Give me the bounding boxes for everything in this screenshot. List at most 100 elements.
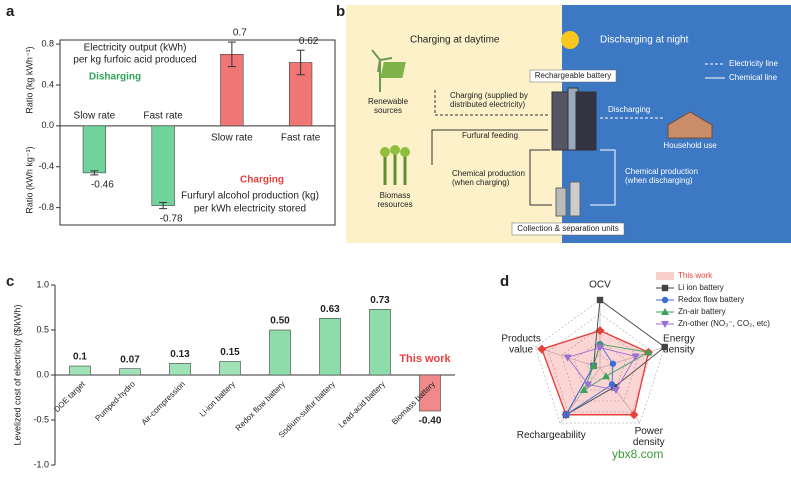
legend-marker [661, 308, 669, 315]
x-tick-label: Li-ion battery [198, 380, 237, 419]
label: Charging at daytime [410, 35, 500, 46]
legend-label: Li ion battery [678, 283, 724, 292]
bar [269, 329, 291, 376]
value-label: -0.40 [419, 416, 442, 427]
x-tick-label: Fast rate [281, 132, 321, 143]
grid-ring [547, 313, 653, 413]
label: Discharging at night [600, 35, 689, 46]
bar [219, 361, 241, 376]
label: Chemical line [729, 73, 778, 82]
series-shape [583, 343, 650, 392]
arrow [434, 90, 548, 116]
point [601, 372, 610, 380]
legend-label: This work [678, 271, 713, 280]
annotation: per kg furfoic acid produced [73, 55, 196, 66]
biomass-icon [380, 145, 410, 185]
bar [69, 365, 91, 376]
point [595, 326, 605, 336]
arrow [590, 149, 616, 206]
plot-frame [59, 39, 336, 226]
annotation: Charging [240, 175, 284, 186]
bar [82, 125, 107, 174]
point [661, 343, 668, 351]
legend-label: Zn-air battery [678, 307, 726, 316]
grid-ring [573, 340, 627, 391]
label: Renewable [368, 97, 409, 106]
x-tick-label: Slow rate [74, 110, 116, 121]
value-label: 0.15 [220, 347, 240, 358]
x-tick-label: Pumped-hydro [93, 379, 137, 423]
x-tick-label: Lead-acid battery [337, 380, 387, 430]
bar [119, 368, 141, 376]
label: Collection & separation units [517, 224, 618, 233]
legend-marker [661, 296, 669, 304]
label: Chemical production [452, 169, 525, 178]
x-tick-label: Sodium-sulfur battery [277, 380, 337, 440]
point [611, 387, 620, 395]
value-label: 0.7 [233, 28, 247, 39]
value-label: 0.63 [320, 304, 340, 315]
value-label: 0.50 [270, 316, 290, 327]
axis-label: Energy density [663, 333, 695, 355]
y-axis-title: Ratio (kg kWh⁻¹) [24, 46, 34, 113]
annotation: Furfuryl alcohol production (kg) [181, 191, 319, 202]
bar [369, 308, 391, 376]
axis-label: Rechargeability [517, 430, 586, 441]
point [589, 361, 598, 369]
legend-swatch [656, 272, 674, 280]
point [596, 296, 604, 304]
wind-solar-icon [371, 49, 406, 92]
y-tick-label: 1.0 [36, 279, 49, 289]
point [631, 353, 640, 361]
y-tick-label: -1.0 [33, 459, 49, 469]
axis-label: Products value [501, 333, 540, 355]
label: Household use [663, 141, 717, 150]
point [629, 410, 639, 420]
y-tick-label: 0.5 [36, 324, 49, 334]
y-tick-label: 0.0 [36, 369, 49, 379]
point [562, 411, 570, 418]
bar [419, 374, 441, 412]
panel-label: b [336, 3, 345, 20]
label: (when charging) [452, 178, 510, 187]
x-tick-label: Air-compression [140, 380, 187, 427]
point [580, 386, 589, 394]
point [608, 381, 616, 388]
annotation: Disharging [89, 72, 141, 83]
day-bg [346, 5, 562, 243]
y-tick-label: 0.4 [41, 79, 54, 89]
x-tick-label: DOE target [52, 379, 87, 414]
label: Rechargeable battery [535, 71, 612, 80]
annotation: Electricity output (kWh) [84, 43, 187, 54]
axis-label: Power density [633, 426, 665, 448]
annotation: per kWh electricity stored [194, 204, 306, 215]
panel-label: c [6, 273, 14, 290]
label: distributed electricity) [450, 100, 525, 109]
diagram: Charging at daytime Discharging at night… [346, 5, 791, 243]
value-label: 0.13 [170, 349, 190, 360]
y-tick-label: 0.0 [41, 120, 54, 130]
y-tick-label: -0.8 [38, 202, 54, 212]
series-shape [566, 347, 637, 391]
panel-label: d [500, 273, 509, 290]
value-label: -0.46 [91, 180, 114, 191]
x-tick-label: Redox flow battery [234, 380, 287, 433]
value-label: 0.62 [299, 36, 319, 47]
y-axis-title: Ratio (kWh kg⁻¹) [24, 146, 34, 213]
point [596, 344, 604, 352]
label: sources [374, 106, 402, 115]
label: resources [377, 200, 412, 209]
label: Chemical production [625, 167, 698, 176]
label-box [511, 222, 625, 236]
legend-marker [661, 284, 669, 292]
point [537, 344, 547, 354]
bar [169, 362, 191, 376]
axis-label: OCV [589, 280, 611, 291]
point [584, 381, 593, 389]
value-label: 0.1 [73, 352, 87, 363]
bar [151, 125, 175, 206]
legend-label: Redox flow battery [678, 295, 744, 304]
series-shape [540, 329, 650, 416]
legend-marker [661, 321, 669, 328]
